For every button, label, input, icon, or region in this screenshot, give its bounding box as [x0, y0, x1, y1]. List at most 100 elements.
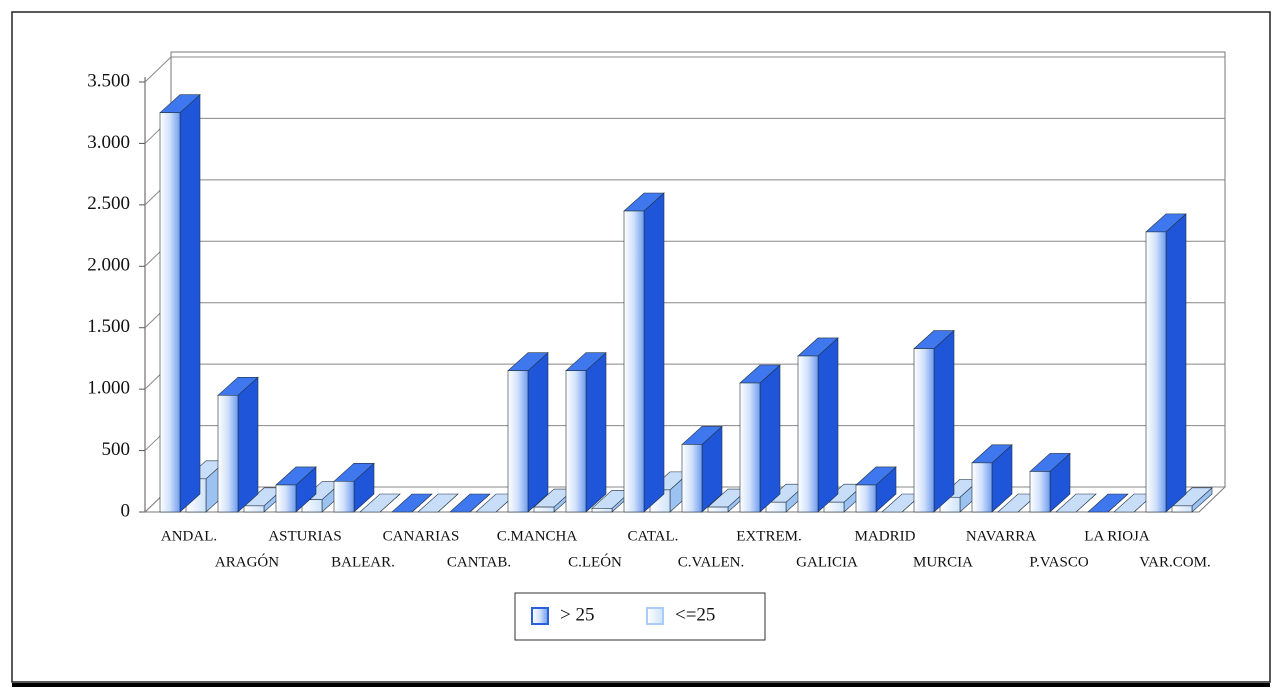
bar [159, 94, 201, 513]
frame [11, 11, 1271, 683]
legend-box [514, 592, 766, 641]
bar-front [333, 480, 355, 513]
bar [797, 337, 839, 513]
bar-side [933, 329, 955, 513]
bar-top [1055, 493, 1097, 513]
bar-side [643, 192, 665, 513]
x-tick-label: CANTAB. [447, 554, 511, 570]
bar-top [449, 493, 491, 513]
legend-swatch [531, 607, 549, 625]
bar [681, 425, 723, 513]
bar [855, 466, 897, 513]
bar-front [765, 501, 787, 513]
grid-line [144, 56, 1225, 83]
x-tick-label: ASTURIAS [268, 528, 341, 544]
bar [449, 493, 491, 513]
back-wall [170, 51, 1226, 488]
bar-front [707, 506, 729, 513]
bar [565, 352, 607, 513]
legend-label: > 25 [560, 604, 594, 625]
x-tick-label: BALEAR. [331, 554, 395, 570]
bar [1087, 493, 1129, 513]
bar [391, 493, 433, 513]
bar [275, 466, 317, 513]
x-tick-label: LA RIOJA [1084, 528, 1150, 544]
x-tick-label: ANDAL. [161, 528, 217, 544]
x-tick-label: GALICIA [796, 554, 858, 570]
x-tick-label: ARAGÓN [215, 553, 279, 570]
bar [1029, 452, 1071, 513]
bar-side [237, 376, 259, 513]
bar-front [913, 348, 935, 513]
bar [333, 462, 375, 513]
bar [971, 444, 1013, 513]
bar-front [1145, 231, 1167, 513]
bar-side [527, 352, 549, 513]
y-tick-label: 2.500 [87, 193, 130, 214]
legend-label: <=25 [675, 604, 715, 625]
grid-line [144, 117, 1225, 144]
bar [359, 493, 401, 513]
bar-side [759, 364, 781, 513]
grid-line [144, 240, 1225, 267]
bar-top [417, 493, 459, 513]
x-tick-label: NAVARRA [966, 528, 1036, 544]
y-tick-label: 3.000 [87, 132, 130, 153]
bar [507, 352, 549, 513]
bar-front [565, 370, 587, 513]
bar [1145, 213, 1187, 513]
bar [417, 493, 459, 513]
bar-top [1087, 493, 1129, 513]
bar [1055, 493, 1097, 513]
bar-front [739, 382, 761, 513]
bar-front [507, 370, 529, 513]
x-tick-label: C.MANCHA [497, 528, 578, 544]
bar [217, 376, 259, 513]
bar-front [681, 444, 703, 513]
legend-swatch [646, 607, 664, 625]
bar-front [623, 210, 645, 513]
x-tick-label: C.LEÓN [568, 553, 622, 570]
grid-line [144, 302, 1225, 329]
y-tick-label: 500 [102, 439, 131, 460]
bar-top [359, 493, 401, 513]
bar-side [1165, 213, 1187, 513]
bar-side [585, 352, 607, 513]
y-tick-label: 1.000 [87, 378, 130, 399]
bar-front [1029, 471, 1051, 513]
bar-side [179, 94, 201, 513]
bar-front [797, 355, 819, 513]
bar [623, 192, 665, 513]
bar [739, 364, 781, 513]
y-tick-label: 2.000 [87, 255, 130, 276]
bar-front [855, 484, 877, 513]
y-tick-label: 0 [121, 500, 131, 521]
grid-line [144, 179, 1225, 206]
bar-front [1171, 505, 1193, 513]
bar-front [217, 394, 239, 513]
bar-front [275, 484, 297, 513]
bar-front [243, 505, 265, 513]
x-tick-label: VAR.COM. [1139, 554, 1210, 570]
x-tick-label: MADRID [855, 528, 916, 544]
bar [1171, 487, 1213, 513]
y-tick-label: 1.500 [87, 316, 130, 337]
x-tick-label: P.VASCO [1029, 554, 1089, 570]
x-tick-label: MURCIA [913, 554, 973, 570]
bar-front [533, 506, 555, 513]
bar-front [823, 501, 845, 513]
x-tick-label: C.VALEN. [678, 554, 744, 570]
bar-side [817, 337, 839, 513]
y-tick-label: 3.500 [87, 70, 130, 91]
bar-top [391, 493, 433, 513]
x-tick-label: CATAL. [628, 528, 679, 544]
bar-front [159, 112, 181, 513]
bar-front [591, 508, 613, 513]
grid-line [144, 363, 1225, 390]
x-tick-label: CANARIAS [383, 528, 460, 544]
x-tick-label: EXTREM. [736, 528, 801, 544]
bar-front [971, 462, 993, 513]
legend: > 25 <=25 [514, 592, 766, 641]
bar [913, 329, 955, 513]
